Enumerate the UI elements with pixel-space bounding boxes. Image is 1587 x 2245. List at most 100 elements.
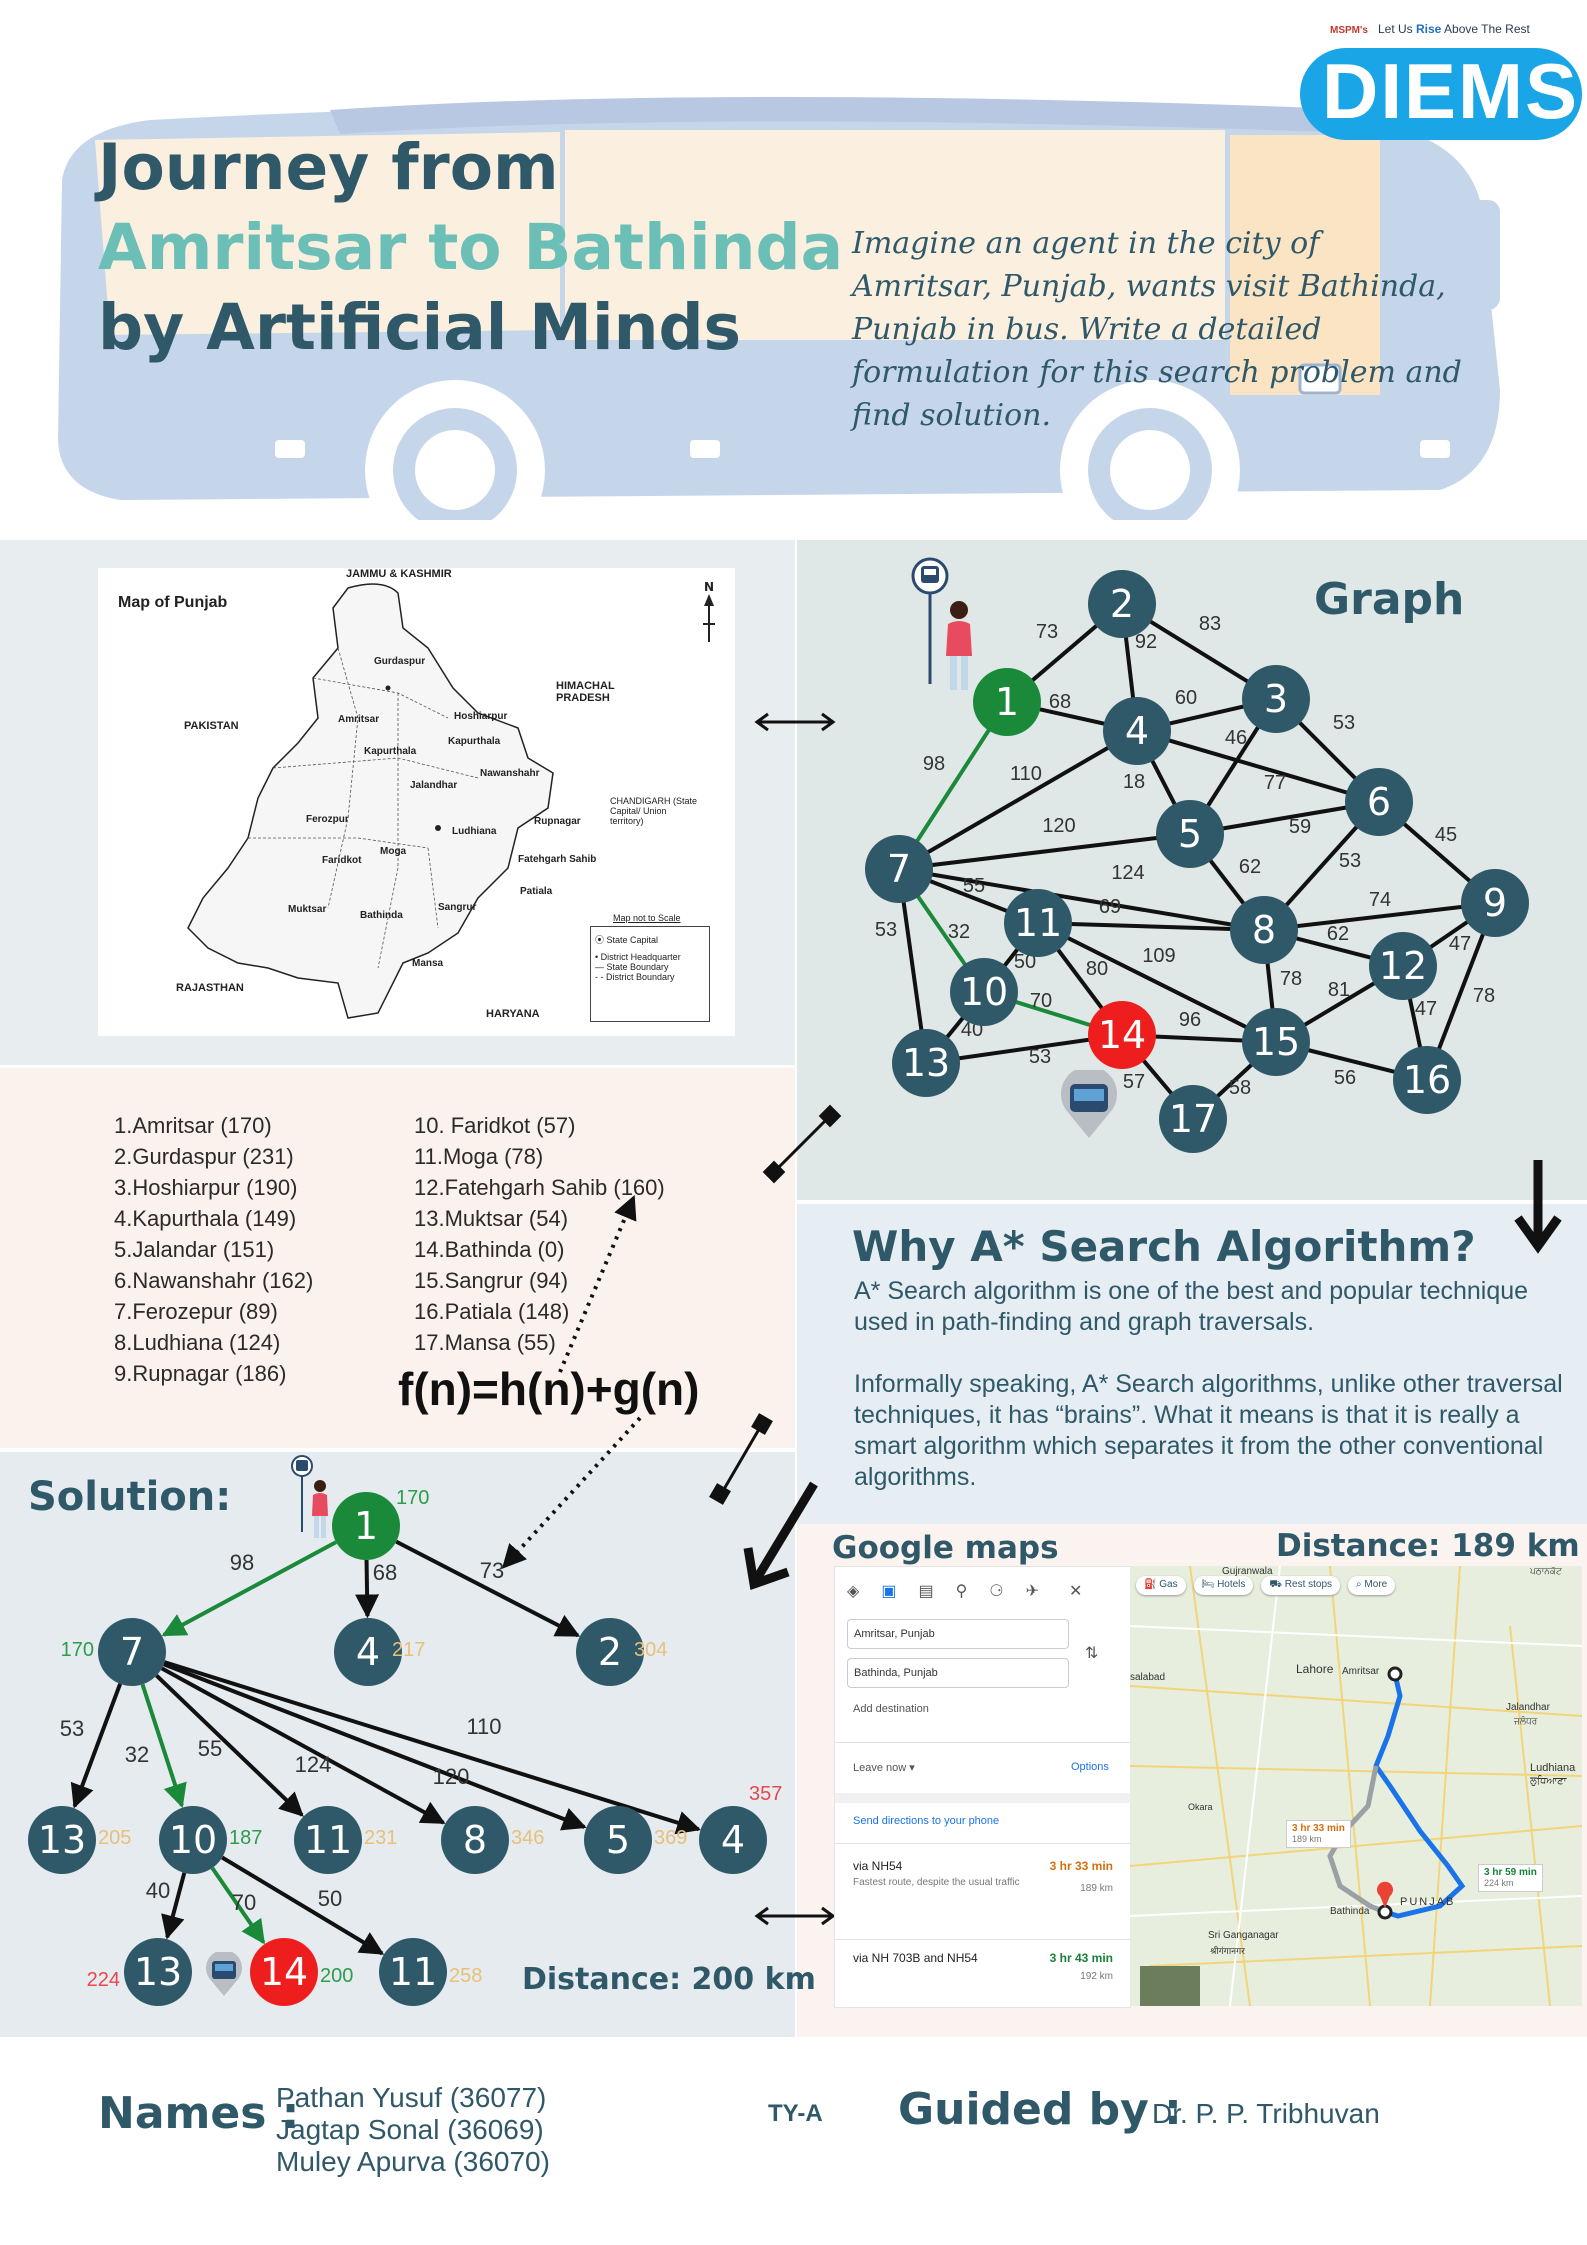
graph-edge bbox=[897, 729, 1139, 871]
graph-node-circle bbox=[1345, 768, 1413, 836]
chip-rest-stops[interactable]: ⛟ Rest stops bbox=[1261, 1576, 1341, 1595]
edge-weight: 109 bbox=[1142, 945, 1175, 967]
map-place-label: ਜਲੰਧਰ bbox=[1514, 1716, 1538, 1726]
graph-node-11: 11 bbox=[1004, 889, 1072, 957]
map-place-label: Amritsar bbox=[1342, 1666, 1380, 1677]
send-directions-link[interactable]: Send directions to your phone bbox=[853, 1815, 1000, 1827]
chip-hotels[interactable]: 🛏 Hotels bbox=[1193, 1576, 1254, 1595]
car-icon[interactable]: ▣ bbox=[881, 1583, 897, 1600]
diagonal-double-arrow-icon bbox=[709, 1413, 773, 1505]
guide-name: Dr. P. P. Tribhuvan bbox=[1152, 2098, 1380, 2129]
graph-node-label: 5 bbox=[1178, 812, 1202, 856]
solution-distance: Distance: 200 km bbox=[522, 1962, 816, 1997]
legend-item: ⦿ State Capital bbox=[595, 935, 659, 945]
destination-input[interactable]: Bathinda, Punjab bbox=[847, 1658, 1069, 1688]
names-label: Names : bbox=[98, 2088, 300, 2139]
solution-node-circle bbox=[250, 1938, 318, 2006]
chip-more-label: More bbox=[1364, 1579, 1388, 1590]
solution-node-label: 1 bbox=[354, 1504, 378, 1548]
transit-icon[interactable]: ▤ bbox=[918, 1583, 934, 1600]
solution-node-1: 1 170 bbox=[332, 1487, 429, 1560]
cities-panel bbox=[0, 1068, 795, 1448]
edge-weight: 50 bbox=[1014, 951, 1036, 973]
map-place: Bathinda bbox=[360, 910, 403, 921]
legend-item-text: District Boundary bbox=[606, 972, 675, 982]
solution-node-4: 4 217 bbox=[334, 1618, 425, 1686]
solution-node-label: 2 bbox=[598, 1630, 622, 1674]
heuristic-label: 200 bbox=[320, 1965, 353, 1987]
city-item: 16.Patiala (148) bbox=[414, 1299, 570, 1324]
label-raj: RAJASTHAN bbox=[176, 982, 244, 994]
solution-edge-weight: 73 bbox=[480, 1558, 504, 1583]
chip-gas-label: Gas bbox=[1159, 1579, 1178, 1590]
legend-item: • District Headquarter bbox=[595, 952, 681, 962]
north-arrow-icon bbox=[703, 594, 715, 642]
map-place: Moga bbox=[380, 846, 407, 857]
graph-node-circle bbox=[1004, 889, 1072, 957]
solution-node-5: 5 369 bbox=[584, 1806, 687, 1874]
leave-now-select[interactable]: Leave now ▾ bbox=[853, 1762, 915, 1774]
heuristic-label: 187 bbox=[229, 1827, 262, 1849]
map-place: Gurdaspur bbox=[374, 656, 426, 667]
bus-illustration bbox=[58, 96, 1500, 520]
add-destination[interactable]: Add destination bbox=[853, 1703, 929, 1715]
solution-edge bbox=[162, 1662, 587, 1831]
heuristic-label: 205 bbox=[98, 1827, 131, 1849]
route-badge-2: 3 hr 59 min 224 km bbox=[1478, 1864, 1543, 1892]
route-desc: Fastest route, despite the usual traffic bbox=[853, 1877, 1020, 1888]
route-option-1[interactable]: via NH54 3 hr 33 min Fastest route, desp… bbox=[853, 1859, 1113, 1929]
city-item: 1.Amritsar (170) bbox=[114, 1113, 272, 1138]
map-place-label: PUNJAB bbox=[1400, 1896, 1456, 1908]
graph-node-circle bbox=[1242, 1008, 1310, 1076]
edge-weight: 124 bbox=[1111, 862, 1144, 884]
edge-weight: 53 bbox=[875, 919, 897, 941]
heuristic-label: 258 bbox=[449, 1965, 482, 1987]
close-icon[interactable]: ✕ bbox=[1069, 1583, 1083, 1600]
solution-edge-weight: 110 bbox=[466, 1714, 501, 1739]
solution-panel bbox=[0, 1452, 795, 2037]
google-map[interactable]: ⛽ Gas 🛏 Hotels ⛟ Rest stops ⌕ More Gujra… bbox=[1130, 1566, 1582, 2006]
walk-icon[interactable]: ⚲ bbox=[955, 1583, 968, 1600]
punjab-map-drawing bbox=[187, 583, 554, 1019]
graph-node-label: 2 bbox=[1110, 582, 1134, 626]
solution-edge bbox=[140, 1683, 187, 1809]
graph-node-label: 17 bbox=[1169, 1097, 1217, 1141]
bus-stop-icon bbox=[911, 557, 949, 684]
title-line-1: Journey from bbox=[98, 131, 559, 204]
graph-node-label: 4 bbox=[1125, 709, 1149, 753]
map-place-label: ਪਠਾਨਕੋਟ bbox=[1530, 1566, 1562, 1576]
graph-node-circle bbox=[973, 668, 1041, 736]
options-link[interactable]: Options bbox=[1071, 1761, 1109, 1773]
origin-input[interactable]: Amritsar, Punjab bbox=[847, 1619, 1069, 1649]
label-jk: JAMMU & KASHMIR bbox=[346, 568, 452, 580]
map-chips: ⛽ Gas 🛏 Hotels ⛟ Rest stops ⌕ More bbox=[1136, 1576, 1396, 1595]
graph-node-9: 9 bbox=[1461, 869, 1529, 937]
solution-edge bbox=[210, 1866, 266, 1945]
city-item: 10. Faridkot (57) bbox=[414, 1113, 576, 1138]
edge-weight: 68 bbox=[1049, 691, 1071, 713]
solution-node-circle bbox=[379, 1938, 447, 2006]
chip-gas[interactable]: ⛽ Gas bbox=[1136, 1576, 1186, 1595]
solution-node-label: 4 bbox=[721, 1818, 745, 1862]
edge-weight: 77 bbox=[1264, 772, 1286, 794]
graph-node-label: 14 bbox=[1098, 1013, 1146, 1057]
legend-item-text: State Boundary bbox=[606, 962, 669, 972]
swap-icon[interactable]: ⇅ bbox=[1085, 1645, 1099, 1662]
graph-node-label: 7 bbox=[887, 847, 911, 891]
best-route-icon[interactable]: ◈ bbox=[847, 1583, 860, 1600]
graph-node-16: 16 bbox=[1393, 1046, 1461, 1114]
graph-node-circle bbox=[1156, 800, 1224, 868]
solution-node-circle bbox=[124, 1938, 192, 2006]
graph-node-label: 8 bbox=[1252, 908, 1276, 952]
bike-icon[interactable]: ⚆ bbox=[989, 1583, 1004, 1600]
graph-node-circle bbox=[865, 835, 933, 903]
graph-node-label: 13 bbox=[902, 1041, 950, 1085]
double-arrow-icon bbox=[754, 712, 836, 732]
flight-icon[interactable]: ✈ bbox=[1025, 1583, 1040, 1600]
edge-weight: 120 bbox=[1042, 815, 1075, 837]
route-option-2[interactable]: via NH 703B and NH54 3 hr 43 min 192 km bbox=[853, 1951, 1113, 2001]
heuristic-label: 217 bbox=[392, 1639, 425, 1661]
map-place-label: ਲੁਧਿਆਣਾ bbox=[1530, 1776, 1567, 1787]
chip-more[interactable]: ⌕ More bbox=[1348, 1576, 1396, 1595]
graph-node-17: 17 bbox=[1159, 1085, 1227, 1153]
